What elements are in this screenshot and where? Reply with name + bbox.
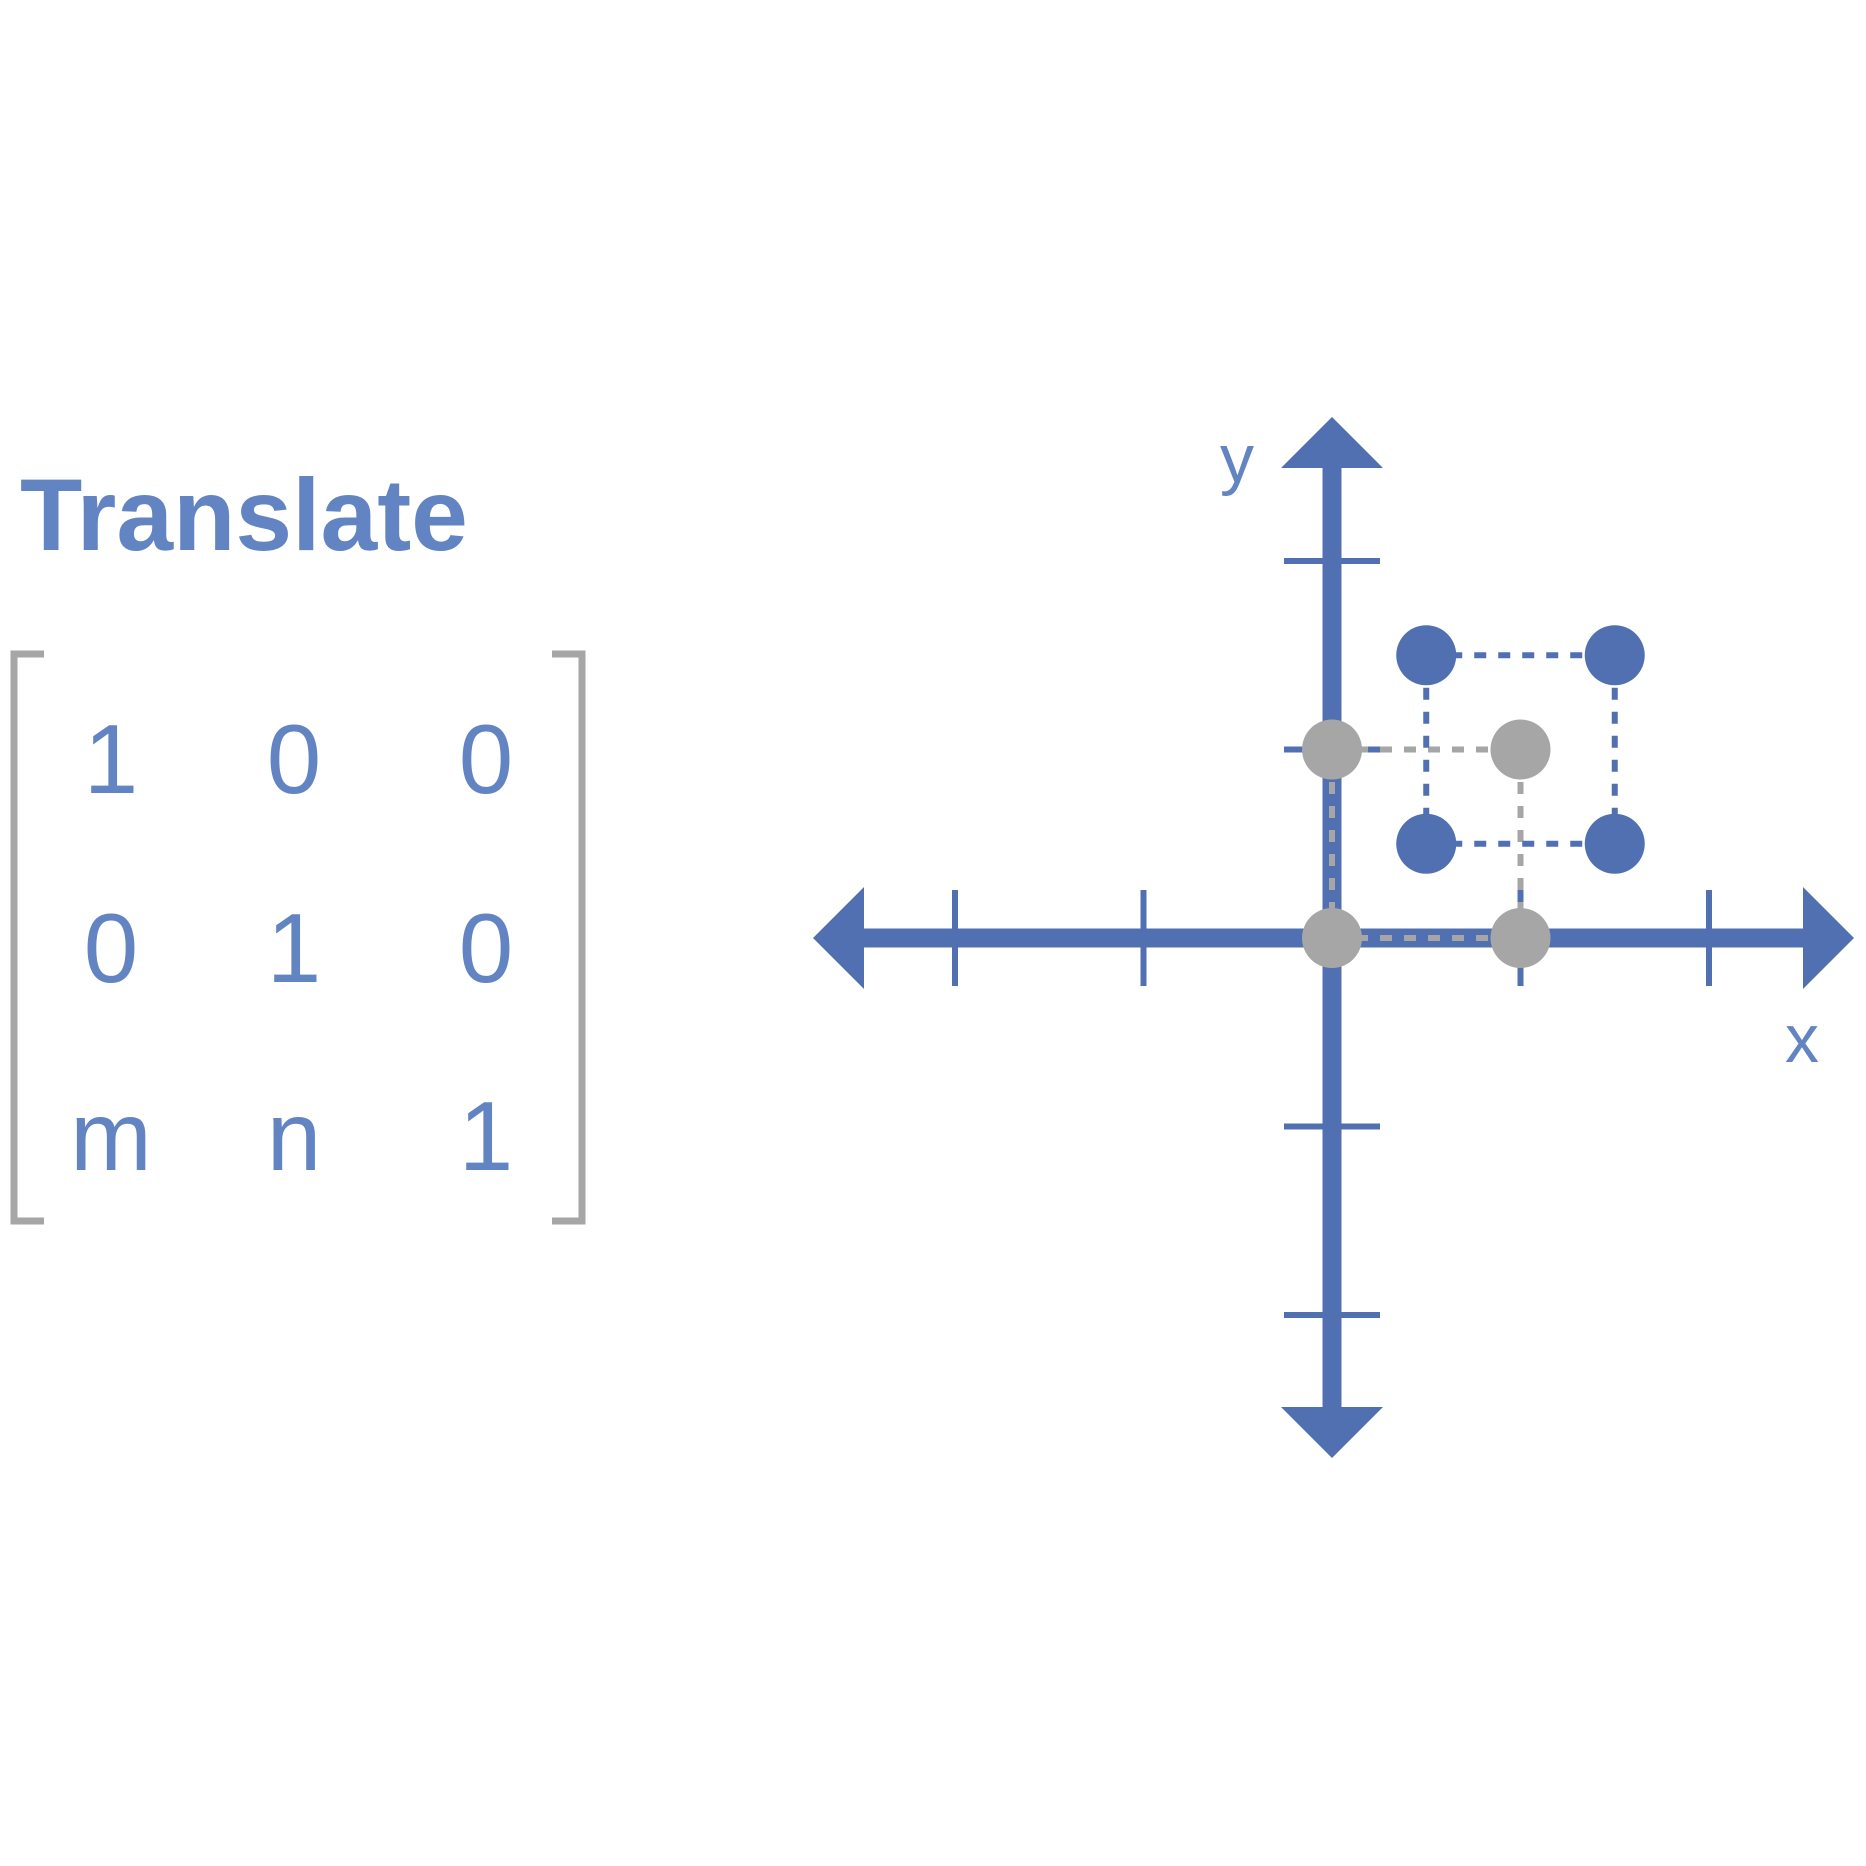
arrow-left	[813, 887, 864, 989]
matrix-cell: 1	[267, 893, 322, 1003]
title: Translate	[20, 458, 468, 572]
matrix-cell: 0	[84, 893, 139, 1003]
translated-point	[1396, 813, 1457, 874]
original-point	[1490, 719, 1551, 780]
x-axis-label: x	[1785, 1001, 1819, 1077]
y-axis-label: y	[1220, 421, 1254, 497]
coordinate-plane	[813, 417, 1854, 1458]
original-point	[1302, 908, 1362, 968]
matrix-bracket-left	[10, 650, 44, 1225]
matrix-cell: n	[267, 1081, 322, 1191]
translated-point	[1396, 625, 1457, 686]
original-point	[1490, 908, 1551, 968]
translated-point	[1584, 625, 1645, 686]
translated-point	[1584, 813, 1645, 874]
matrix-cell: 1	[84, 704, 139, 814]
matrix-bracket-right	[552, 650, 586, 1225]
matrix-cell: m	[70, 1081, 152, 1191]
matrix-cell: 0	[459, 704, 514, 814]
arrow-down	[1281, 1407, 1383, 1458]
matrix-cell: 1	[459, 1081, 514, 1191]
matrix-cell: 0	[267, 704, 322, 814]
matrix-cell: 0	[459, 893, 514, 1003]
arrow-up	[1281, 417, 1383, 468]
original-point	[1302, 719, 1362, 780]
arrow-right	[1803, 887, 1854, 989]
matrix-cells: 1 0 0 0 1 0 m n 1	[70, 704, 513, 1191]
